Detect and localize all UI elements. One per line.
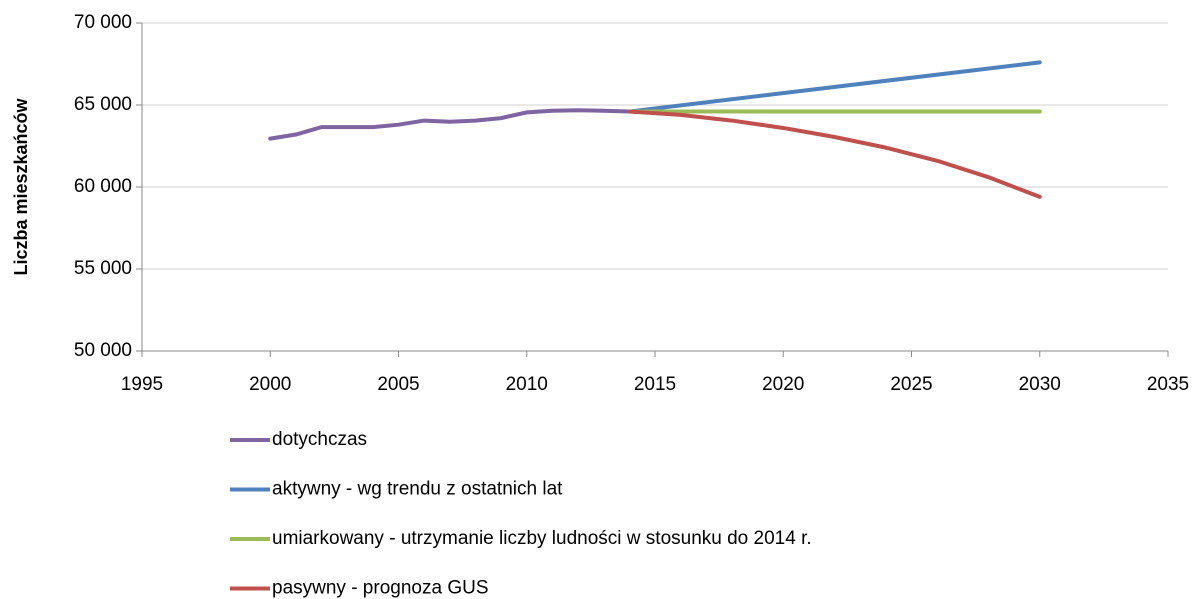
legend-label: umiarkowany - utrzymanie liczby ludności… — [272, 528, 812, 549]
legend-label: aktywny - wg trendu z ostatnich lat — [272, 479, 563, 500]
x-tick-label: 2010 — [506, 374, 548, 395]
x-tick-label: 2035 — [1147, 374, 1189, 395]
x-tick-label: 2000 — [249, 374, 291, 395]
y-tick-label: 60 000 — [74, 176, 132, 197]
series-line — [627, 60, 1042, 114]
x-tick-label: 2025 — [890, 374, 932, 395]
legend-label: dotychczas — [272, 429, 367, 450]
series-line — [268, 108, 632, 141]
y-tick-label: 55 000 — [74, 258, 132, 279]
x-tick-label: 2030 — [1019, 374, 1061, 395]
y-tick-label: 70 000 — [74, 12, 132, 33]
x-tick-label: 2015 — [634, 374, 676, 395]
y-axis-label: Liczba mieszkańców — [11, 97, 31, 275]
legend-label: pasywny - prognoza GUS — [272, 578, 489, 599]
x-tick-label: 1995 — [121, 374, 163, 395]
y-tick-label: 65 000 — [74, 94, 132, 115]
y-tick-label: 50 000 — [74, 340, 132, 361]
x-tick-label: 2020 — [762, 374, 804, 395]
x-tick-label: 2005 — [377, 374, 419, 395]
series-line — [627, 109, 1042, 199]
